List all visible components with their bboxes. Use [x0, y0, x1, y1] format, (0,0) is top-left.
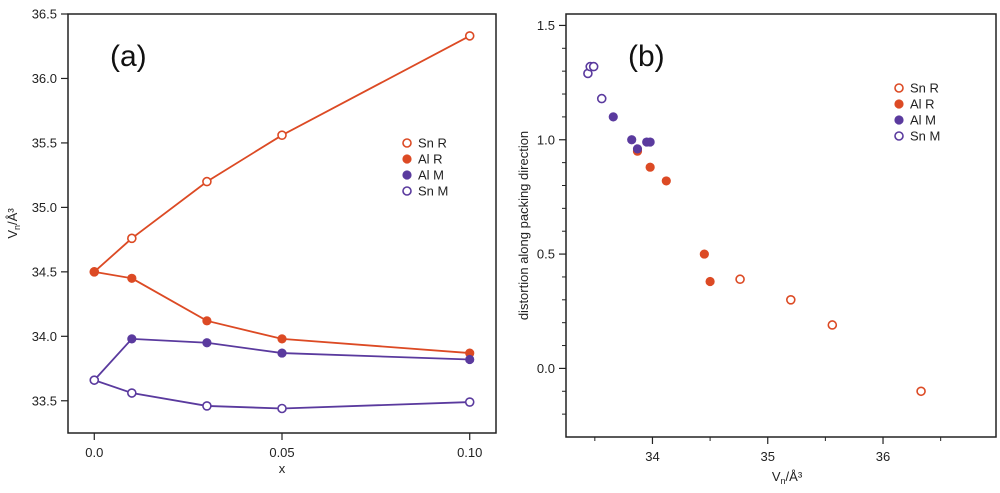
series-sn-m — [89, 375, 475, 414]
x-tick-label: 34 — [645, 449, 659, 464]
data-point-al-m — [465, 354, 475, 365]
data-point-al-m — [202, 338, 212, 348]
data-point-sn-m — [202, 401, 212, 411]
legend-marker-al-m — [402, 170, 412, 180]
data-point-al-m — [627, 135, 637, 145]
legend-label-al-r: Al R — [418, 152, 443, 167]
data-point-sn-r — [827, 320, 838, 330]
x-tick-label: 0.10 — [457, 445, 482, 460]
data-point-sn-m — [596, 93, 607, 104]
data-point-sn-r — [916, 386, 926, 397]
panel-label: (b) — [628, 40, 665, 73]
series-al-r — [632, 146, 715, 287]
data-point-al-m — [277, 348, 287, 358]
data-point-al-r — [645, 162, 655, 172]
data-point-al-m — [645, 137, 655, 147]
legend-marker-al-m — [894, 115, 904, 125]
legend-marker-sn-r — [402, 138, 412, 148]
y-tick-label: 1.0 — [537, 132, 555, 147]
x-tick-label: 0.0 — [85, 445, 103, 460]
y-axis-label: distortion along packing direction — [516, 131, 531, 320]
data-point-al-r — [705, 276, 715, 287]
data-point-sn-m — [588, 61, 599, 72]
x-tick-label: 0.05 — [269, 445, 294, 460]
data-point-al-r — [699, 249, 709, 259]
series-line-al-m — [93, 337, 470, 381]
data-point-al-r — [202, 316, 212, 326]
y-tick-label: 35.5 — [32, 135, 57, 150]
data-point-sn-m — [127, 388, 137, 398]
x-axis-label: x — [279, 461, 286, 476]
data-point-al-r — [661, 176, 671, 186]
legend-marker-sn-m — [894, 131, 904, 141]
data-point-sn-r — [785, 295, 796, 305]
series-al-r — [89, 267, 475, 358]
data-point-sn-m — [464, 397, 475, 407]
series-sn-r — [735, 274, 926, 397]
series-sn-m — [583, 61, 607, 104]
data-point-al-m — [127, 334, 137, 344]
y-tick-label: 36.5 — [32, 7, 57, 22]
y-tick-label: 1.5 — [537, 18, 555, 33]
plot-frame — [565, 13, 997, 438]
legend-label-sn-r: Sn R — [418, 136, 447, 151]
data-point-al-r — [127, 273, 137, 283]
y-tick-label: 33.5 — [32, 393, 57, 408]
y-tick-label: 35.0 — [32, 200, 57, 215]
legend-marker-sn-r — [894, 83, 904, 93]
y-tick-label: 0.0 — [537, 361, 555, 376]
data-point-sn-m — [89, 375, 100, 385]
legend-label-sn-r: Sn R — [910, 81, 939, 96]
panel-label: (a) — [110, 40, 147, 73]
data-point-al-m — [608, 112, 618, 122]
data-point-sn-r — [202, 176, 212, 187]
data-point-sn-r — [735, 274, 745, 285]
legend-marker-sn-m — [402, 186, 412, 196]
series-sn-r — [89, 31, 475, 277]
y-tick-label: 36.0 — [32, 71, 57, 86]
plot-frame — [67, 13, 497, 434]
legend-label-al-m: Al M — [910, 113, 936, 128]
y-axis-label: Vn/Å³ — [5, 208, 22, 239]
legend: Sn RAl RAl MSn M — [894, 81, 940, 144]
x-tick-label: 36 — [876, 449, 890, 464]
legend-label-sn-m: Sn M — [910, 129, 940, 144]
legend-label-sn-m: Sn M — [418, 184, 448, 199]
data-point-sn-r — [277, 130, 287, 140]
panel-b-chart: 34 35 36 0.0 0.5 1.0 1.5 (b) Sn RAl RAl MSn M Vn/… — [516, 13, 997, 486]
series-al-m — [608, 112, 655, 154]
data-point-sn-r — [464, 31, 475, 41]
legend-marker-al-r — [894, 99, 904, 109]
legend-label-al-r: Al R — [910, 97, 935, 112]
series-line-sn-r — [93, 35, 471, 273]
y-tick-label: 0.5 — [537, 247, 555, 262]
data-point-al-r — [89, 267, 99, 277]
data-point-sn-r — [127, 233, 137, 244]
legend-marker-al-r — [402, 154, 412, 164]
y-tick-label: 34.5 — [32, 264, 57, 279]
legend: Sn RAl RAl MSn M — [402, 136, 448, 199]
x-tick-label: 35 — [761, 449, 775, 464]
data-point-al-r — [277, 334, 287, 344]
data-point-al-m — [632, 144, 643, 154]
data-point-sn-m — [277, 403, 287, 414]
x-axis-label: Vn/Å³ — [772, 469, 803, 486]
panel-a-chart: 0.0 0.05 0.10 33.5 34.0 34.5 35.0 35.5 36.0 36.5 (… — [5, 7, 497, 476]
y-tick-label: 34.0 — [32, 329, 57, 344]
legend-label-al-m: Al M — [418, 168, 444, 183]
